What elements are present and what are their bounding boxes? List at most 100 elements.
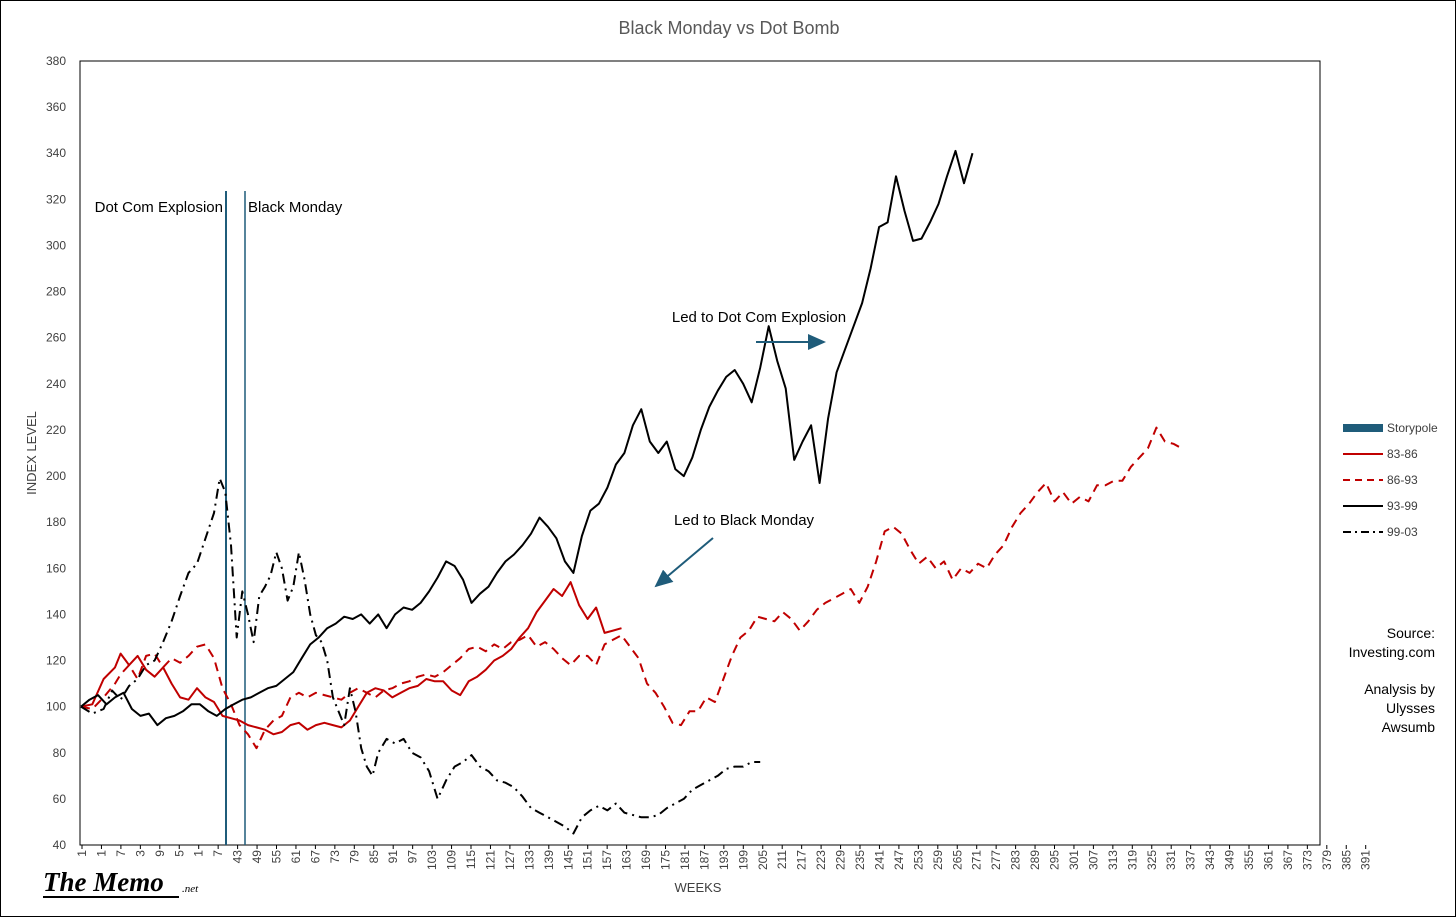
brand-logo: The Memo .net	[43, 867, 199, 898]
y-tick-label: 180	[46, 515, 66, 529]
legend: Storypole 83-86 86-93 93-99 99-03	[1343, 421, 1438, 539]
x-tick-label: 319	[1125, 850, 1139, 870]
legend-label: 93-99	[1387, 499, 1418, 513]
x-tick-label: 301	[1067, 850, 1081, 870]
x-tick-label: 205	[756, 850, 770, 870]
x-tick-label: 67	[308, 850, 322, 864]
x-tick-label: 325	[1145, 850, 1159, 870]
y-tick-label: 200	[46, 469, 66, 483]
y-tick-label: 380	[46, 54, 66, 68]
x-tick-label: 169	[639, 850, 653, 870]
x-tick-label: 289	[1028, 850, 1042, 870]
storypole-label: Black Monday	[248, 199, 343, 216]
x-tick-label: 109	[445, 850, 459, 870]
plot-area	[79, 60, 1321, 846]
x-tick-label: 283	[1009, 850, 1023, 870]
y-tick-label: 320	[46, 192, 66, 206]
source-line-2: Investing.com	[1349, 644, 1435, 660]
series-line-99-03	[80, 477, 761, 835]
y-tick-label: 80	[53, 746, 67, 760]
x-tick-label: 61	[289, 850, 303, 864]
source-line-6: Awsumb	[1382, 719, 1436, 735]
x-tick-label: 385	[1339, 850, 1353, 870]
x-tick-label: 43	[231, 850, 245, 864]
x-tick-label: 151	[581, 850, 595, 870]
y-tick-label: 340	[46, 146, 66, 160]
x-tick-label: 373	[1300, 850, 1314, 870]
x-tick-label: 127	[503, 850, 517, 870]
x-tick-label: 91	[386, 850, 400, 864]
x-tick-label: 49	[250, 850, 264, 864]
x-tick-label: 85	[367, 850, 381, 864]
x-tick-label: 181	[678, 850, 692, 870]
x-tick-label: 139	[542, 850, 556, 870]
y-tick-label: 220	[46, 423, 66, 437]
x-tick-label: 331	[1164, 850, 1178, 870]
storypole-label: Dot Com Explosion	[95, 199, 223, 216]
series-line-83-86	[80, 581, 622, 736]
brand-suffix: .net	[182, 883, 199, 895]
annotation-arrow	[654, 537, 714, 588]
y-axis-label: INDEX LEVEL	[24, 411, 39, 495]
x-tick-label: 1	[94, 850, 108, 857]
annotation-label: Led to Black Monday	[674, 512, 815, 529]
legend-label: 83-86	[1387, 447, 1418, 461]
x-tick-label: 115	[464, 850, 478, 869]
storypole-lines: Dot Com Explosion Black Monday	[95, 191, 343, 845]
source-line-5: Ulysses	[1386, 700, 1435, 716]
source-line-1: Source:	[1387, 625, 1435, 641]
legend-label: 99-03	[1387, 525, 1418, 539]
x-tick-label: 265	[950, 850, 964, 870]
x-tick-label: 343	[1203, 850, 1217, 870]
x-tick-label: 229	[834, 850, 848, 870]
x-tick-label: 391	[1359, 850, 1373, 870]
y-tick-label: 240	[46, 377, 66, 391]
x-tick-label: 295	[1048, 850, 1062, 870]
x-tick-label: 1	[192, 850, 206, 857]
x-axis-label: WEEKS	[675, 880, 722, 895]
x-tick-label: 349	[1223, 850, 1237, 870]
y-tick-label: 160	[46, 561, 66, 575]
x-tick-label: 223	[814, 850, 828, 870]
legend-label: 86-93	[1387, 473, 1418, 487]
y-axis-ticks: 40 60 80 100 120 140 160 180 200 220 240 260 280 300 3…	[46, 54, 66, 852]
x-tick-label: 97	[406, 850, 420, 864]
annotations: Led to Dot Com Explosion Led to Black Mon…	[654, 309, 846, 588]
x-tick-label: 5	[172, 850, 186, 857]
x-tick-label: 103	[425, 850, 439, 870]
x-tick-label: 247	[892, 850, 906, 870]
x-tick-label: 241	[872, 850, 886, 870]
x-tick-label: 175	[659, 850, 673, 870]
y-tick-label: 140	[46, 607, 66, 621]
y-tick-label: 360	[46, 100, 66, 114]
x-tick-label: 193	[717, 850, 731, 870]
x-tick-label: 253	[911, 850, 925, 870]
x-tick-label: 7	[211, 850, 225, 857]
x-tick-label: 235	[853, 850, 867, 870]
legend-label: Storypole	[1387, 421, 1438, 435]
x-tick-label: 211	[775, 850, 789, 869]
x-tick-label: 271	[970, 850, 984, 870]
x-tick-label: 73	[328, 850, 342, 864]
x-tick-label: 145	[561, 850, 575, 870]
source-note: Source: Investing.com Analysis by Ulysse…	[1349, 625, 1436, 735]
x-tick-label: 379	[1320, 850, 1334, 870]
x-tick-label: 259	[931, 850, 945, 870]
x-tick-label: 7	[114, 850, 128, 857]
x-tick-label: 55	[270, 850, 284, 864]
y-tick-label: 60	[53, 792, 67, 806]
x-tick-label: 157	[600, 850, 614, 870]
brand-name: The Memo	[43, 867, 164, 897]
x-tick-label: 367	[1281, 850, 1295, 870]
legend-swatch	[1343, 424, 1383, 432]
x-tick-label: 307	[1086, 850, 1100, 870]
x-tick-label: 361	[1261, 850, 1275, 870]
x-tick-label: 133	[522, 850, 536, 870]
annotation-label: Led to Dot Com Explosion	[672, 309, 846, 326]
x-tick-label: 217	[795, 850, 809, 870]
x-tick-label: 1	[75, 850, 89, 857]
y-tick-label: 280	[46, 285, 66, 299]
x-tick-label: 199	[736, 850, 750, 870]
